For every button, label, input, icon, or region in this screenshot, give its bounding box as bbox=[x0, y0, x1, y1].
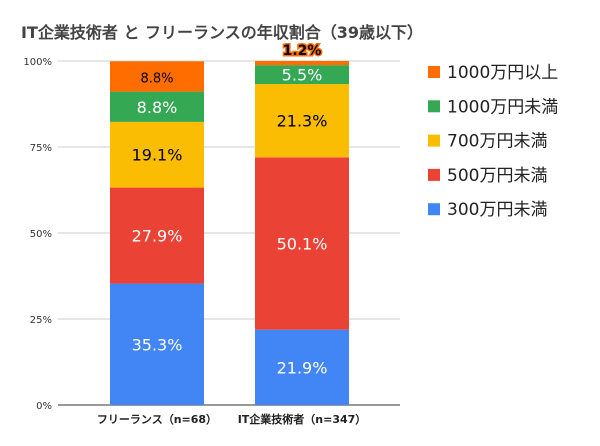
y-tick-label: 50% bbox=[30, 229, 52, 240]
bar-segment[interactable] bbox=[255, 61, 349, 66]
data-label: 1.2% bbox=[283, 43, 322, 59]
data-label: 5.5% bbox=[282, 66, 323, 85]
legend-swatch bbox=[428, 203, 440, 216]
data-label: 35.3% bbox=[132, 335, 183, 354]
bar-segment[interactable] bbox=[255, 65, 349, 85]
legend-label: 700万円未満 bbox=[447, 132, 547, 152]
y-tick-label: 75% bbox=[30, 143, 52, 154]
legend-swatch bbox=[428, 134, 440, 147]
data-label: 19.1% bbox=[132, 146, 183, 165]
bar-segment[interactable] bbox=[110, 187, 204, 284]
bar-segment[interactable] bbox=[110, 61, 204, 92]
legend-label: 300万円未満 bbox=[447, 200, 547, 220]
bar-segment[interactable] bbox=[110, 91, 204, 122]
legend-label: 1000万円未満 bbox=[447, 97, 558, 117]
data-label: 27.9% bbox=[132, 227, 183, 246]
bar-segment[interactable] bbox=[110, 283, 204, 405]
bar-segment[interactable] bbox=[255, 157, 349, 330]
bar-segment[interactable] bbox=[255, 84, 349, 158]
data-label: 50.1% bbox=[277, 234, 328, 253]
data-label: 8.8% bbox=[137, 98, 178, 117]
legend-label: 500万円未満 bbox=[447, 166, 547, 186]
legend-label: 1000万円以上 bbox=[447, 63, 558, 83]
bar-segment[interactable] bbox=[255, 329, 349, 405]
y-tick-label: 0% bbox=[36, 401, 52, 412]
y-tick-label: 100% bbox=[23, 57, 52, 68]
data-label: 8.8% bbox=[140, 71, 173, 86]
legend-swatch bbox=[428, 100, 440, 113]
x-tick-label: IT企業技術者（n=347） bbox=[238, 412, 367, 426]
bar-segment[interactable] bbox=[110, 121, 204, 188]
data-label: 21.9% bbox=[277, 358, 328, 377]
y-tick-label: 25% bbox=[30, 315, 52, 326]
x-tick-label: フリーランス（n=68） bbox=[97, 413, 217, 426]
legend-swatch bbox=[428, 168, 440, 181]
data-label: 21.3% bbox=[277, 112, 328, 131]
chart-title: IT企業技術者 と フリーランスの年収割合（39歳以下） bbox=[21, 23, 423, 42]
legend-swatch bbox=[428, 66, 440, 78]
